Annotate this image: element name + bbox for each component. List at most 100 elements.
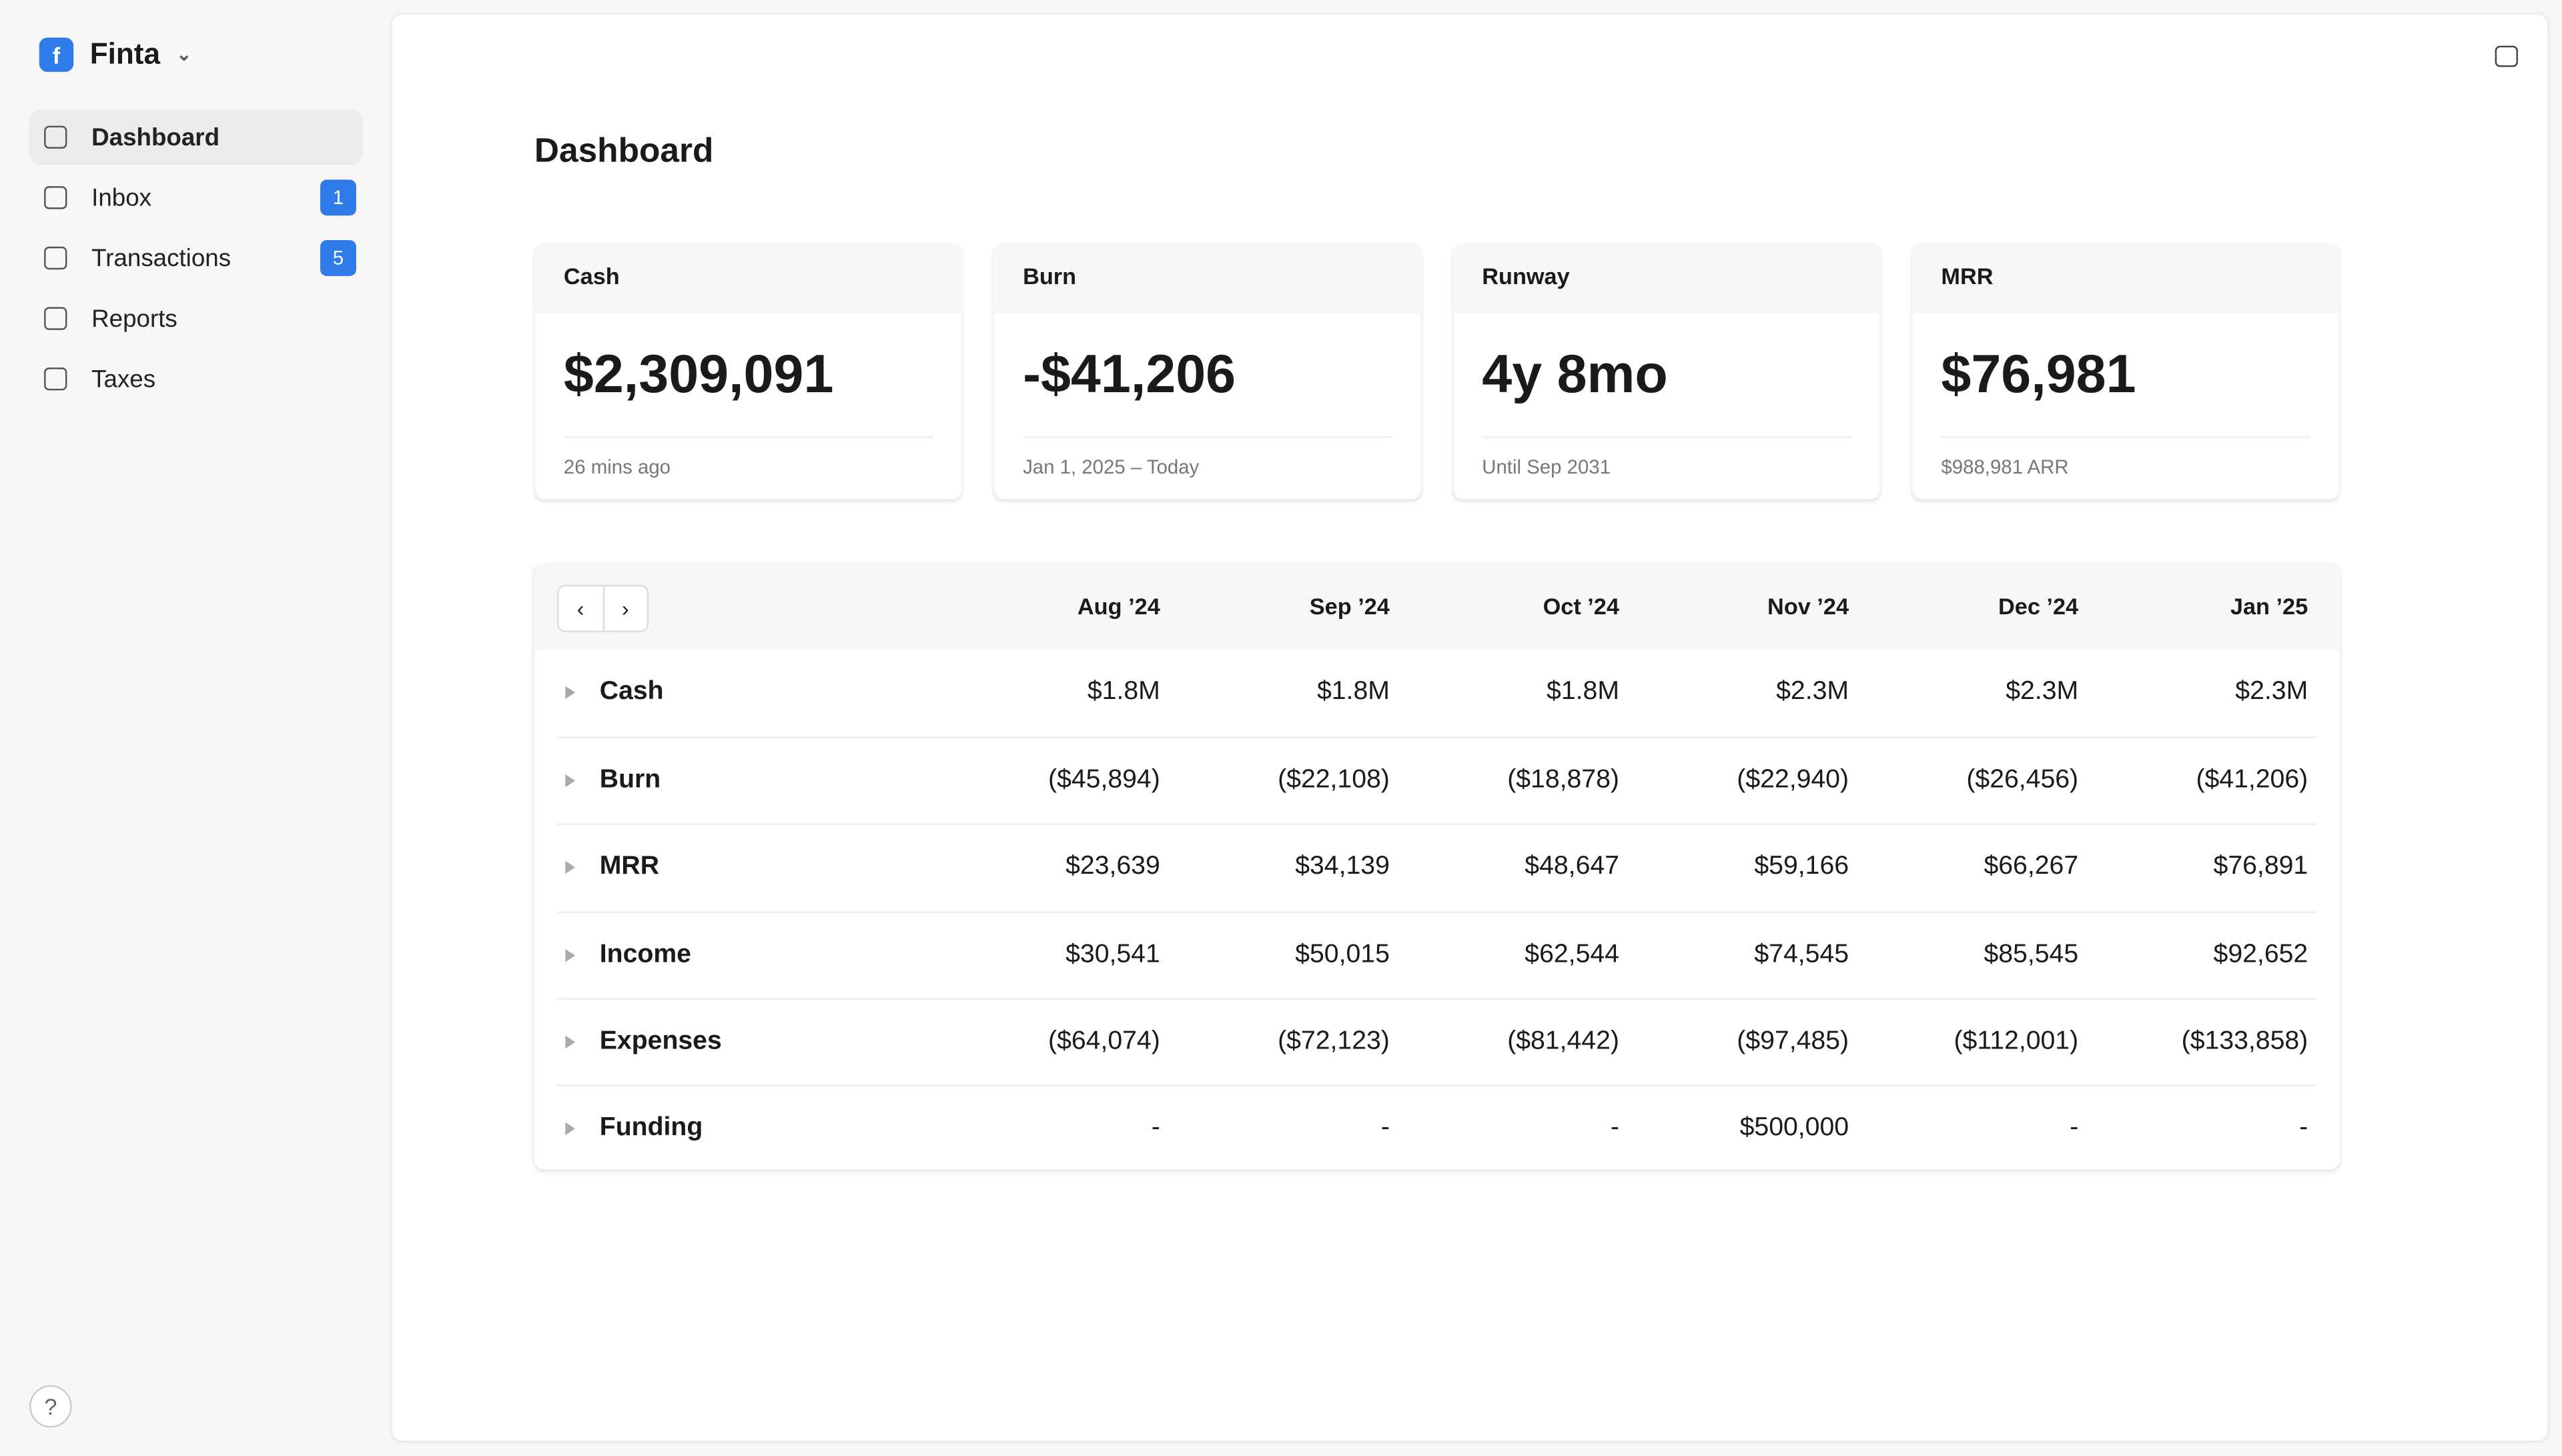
nav-icon bbox=[44, 125, 67, 149]
stat-card: Burn -$41,206 Jan 1, 2025 – Today bbox=[993, 243, 1422, 500]
cell: $59,166 bbox=[1754, 853, 1849, 881]
cell: ($22,108) bbox=[1278, 766, 1390, 794]
logo: f bbox=[39, 37, 74, 72]
table-header: ‹ › Aug ’24 Sep ’24 Oct ’24 Nov ’24 Dec ’24 Ja… bbox=[534, 563, 2340, 650]
cell: - bbox=[2299, 1114, 2308, 1142]
card-body: $2,309,091 26 mins ago bbox=[536, 313, 961, 498]
row-label: Expenses bbox=[599, 1026, 722, 1055]
card-value: $2,309,091 bbox=[563, 343, 834, 404]
nav-item[interactable]: Taxes bbox=[29, 351, 363, 407]
card-value: 4y 8mo bbox=[1482, 343, 1668, 404]
next-button[interactable]: › bbox=[622, 596, 629, 621]
table-row[interactable]: Burn ($45,894) ($22,108) ($18,878) ($22,940)… bbox=[557, 736, 2317, 825]
prev-button[interactable]: ‹ bbox=[559, 586, 604, 631]
cell: $66,267 bbox=[1984, 853, 2079, 881]
cell: $76,891 bbox=[2213, 853, 2308, 881]
expand-toggle[interactable] bbox=[565, 1035, 576, 1048]
nav-icon bbox=[44, 246, 67, 270]
nav-label: Transactions bbox=[91, 244, 232, 272]
brand-name: Finta bbox=[89, 37, 161, 71]
cell: $2.3M bbox=[2235, 678, 2308, 706]
card-note: 26 mins ago bbox=[563, 456, 671, 479]
nav-icon bbox=[44, 368, 67, 391]
brand[interactable]: f Finta ⌄ bbox=[39, 37, 192, 72]
expand-toggle[interactable] bbox=[565, 948, 576, 962]
expand-toggle[interactable] bbox=[565, 1122, 576, 1136]
card-note: Until Sep 2031 bbox=[1482, 456, 1611, 479]
cell: - bbox=[2070, 1114, 2079, 1142]
card-label: Burn bbox=[1023, 263, 1077, 289]
cell: ($41,206) bbox=[2196, 766, 2308, 794]
table-row[interactable]: Expenses ($64,074) ($72,123) ($81,442) ($97,… bbox=[557, 997, 2317, 1086]
cell: $2.3M bbox=[2006, 678, 2079, 706]
nav-label: Dashboard bbox=[91, 123, 220, 151]
expand-toggle[interactable] bbox=[565, 861, 576, 875]
cell: ($26,456) bbox=[1966, 766, 2079, 794]
cell: $500,000 bbox=[1739, 1114, 1849, 1142]
column-header: Sep ’24 bbox=[1309, 592, 1390, 620]
cell: $1.8M bbox=[1316, 678, 1390, 706]
row-label: Income bbox=[599, 940, 691, 968]
toggle-panel[interactable] bbox=[2495, 45, 2518, 67]
divider bbox=[1941, 436, 2310, 438]
cell: ($22,940) bbox=[1737, 766, 1849, 794]
card-body: -$41,206 Jan 1, 2025 – Today bbox=[995, 313, 1420, 498]
cell: $48,647 bbox=[1525, 853, 1619, 881]
cell: ($133,858) bbox=[2181, 1026, 2308, 1055]
cell: $1.8M bbox=[1547, 678, 1619, 706]
row-label: MRR bbox=[599, 853, 660, 881]
cell: ($64,074) bbox=[1048, 1026, 1160, 1055]
divider bbox=[1482, 436, 1851, 438]
divider bbox=[1023, 436, 1392, 438]
cell: ($81,442) bbox=[1507, 1026, 1619, 1055]
row-label: Cash bbox=[599, 678, 664, 706]
cell: $1.8M bbox=[1087, 678, 1160, 706]
nav-icon bbox=[44, 186, 67, 209]
card-body: $76,981 $988,981 ARR bbox=[1913, 313, 2338, 498]
nav-item[interactable]: Dashboard bbox=[29, 109, 363, 165]
cell: - bbox=[1380, 1114, 1390, 1142]
cell: $85,545 bbox=[1984, 940, 2079, 968]
card-label: Cash bbox=[563, 263, 620, 289]
expand-toggle[interactable] bbox=[565, 774, 576, 788]
stat-card: Runway 4y 8mo Until Sep 2031 bbox=[1452, 243, 1881, 500]
expand-toggle[interactable] bbox=[565, 686, 576, 700]
pager: ‹ › bbox=[557, 584, 649, 632]
stat-card: Cash $2,309,091 26 mins ago bbox=[534, 243, 963, 500]
main-panel: Dashboard ‹ › Aug ’24 Sep ’24 Oct ’24 Nov ’2… bbox=[392, 15, 2547, 1441]
card-note: Jan 1, 2025 – Today bbox=[1023, 456, 1200, 479]
cell: ($72,123) bbox=[1278, 1026, 1390, 1055]
column-header: Aug ’24 bbox=[1077, 592, 1160, 620]
row-label: Burn bbox=[599, 766, 661, 794]
cell: $62,544 bbox=[1525, 940, 1619, 968]
cell: $34,139 bbox=[1295, 853, 1390, 881]
nav-label: Taxes bbox=[91, 365, 156, 393]
chevron: ⌄ bbox=[176, 45, 192, 65]
table-row[interactable]: Funding - - - $500,000 - - bbox=[557, 1084, 2317, 1169]
nav-item[interactable]: Reports bbox=[29, 291, 363, 346]
cell: $92,652 bbox=[2213, 940, 2308, 968]
row-label: Funding bbox=[599, 1114, 703, 1142]
card-value: $76,981 bbox=[1941, 343, 2136, 404]
divider bbox=[563, 436, 933, 438]
cell: $2.3M bbox=[1776, 678, 1849, 706]
help-button[interactable]: ? bbox=[29, 1385, 72, 1428]
column-header: Nov ’24 bbox=[1767, 592, 1849, 620]
card-label: MRR bbox=[1941, 263, 1994, 289]
cell: ($45,894) bbox=[1048, 766, 1160, 794]
card-body: 4y 8mo Until Sep 2031 bbox=[1454, 313, 1879, 498]
nav-item[interactable]: Transactions 5 bbox=[29, 230, 363, 285]
table-row[interactable]: MRR $23,639 $34,139 $48,647 $59,166 $66,267 $7… bbox=[557, 824, 2317, 912]
table-row[interactable]: Income $30,541 $50,015 $62,544 $74,545 $85,54… bbox=[557, 910, 2317, 999]
sidebar: f Finta ⌄ ? Dashboard Inbox 1 Transactions 5 Re… bbox=[0, 0, 392, 1455]
nav-badge: 1 bbox=[320, 179, 356, 216]
column-header: Dec ’24 bbox=[1998, 592, 2079, 620]
nav-item[interactable]: Inbox 1 bbox=[29, 170, 363, 225]
cell: - bbox=[1151, 1114, 1160, 1142]
cell: ($97,485) bbox=[1737, 1026, 1849, 1055]
nav-icon bbox=[44, 307, 67, 330]
table-row[interactable]: Cash $1.8M $1.8M $1.8M $2.3M $2.3M $2.3M bbox=[557, 650, 2317, 737]
table: ‹ › Aug ’24 Sep ’24 Oct ’24 Nov ’24 Dec ’24 Ja… bbox=[534, 563, 2340, 1170]
stat-card: MRR $76,981 $988,981 ARR bbox=[1911, 243, 2340, 500]
